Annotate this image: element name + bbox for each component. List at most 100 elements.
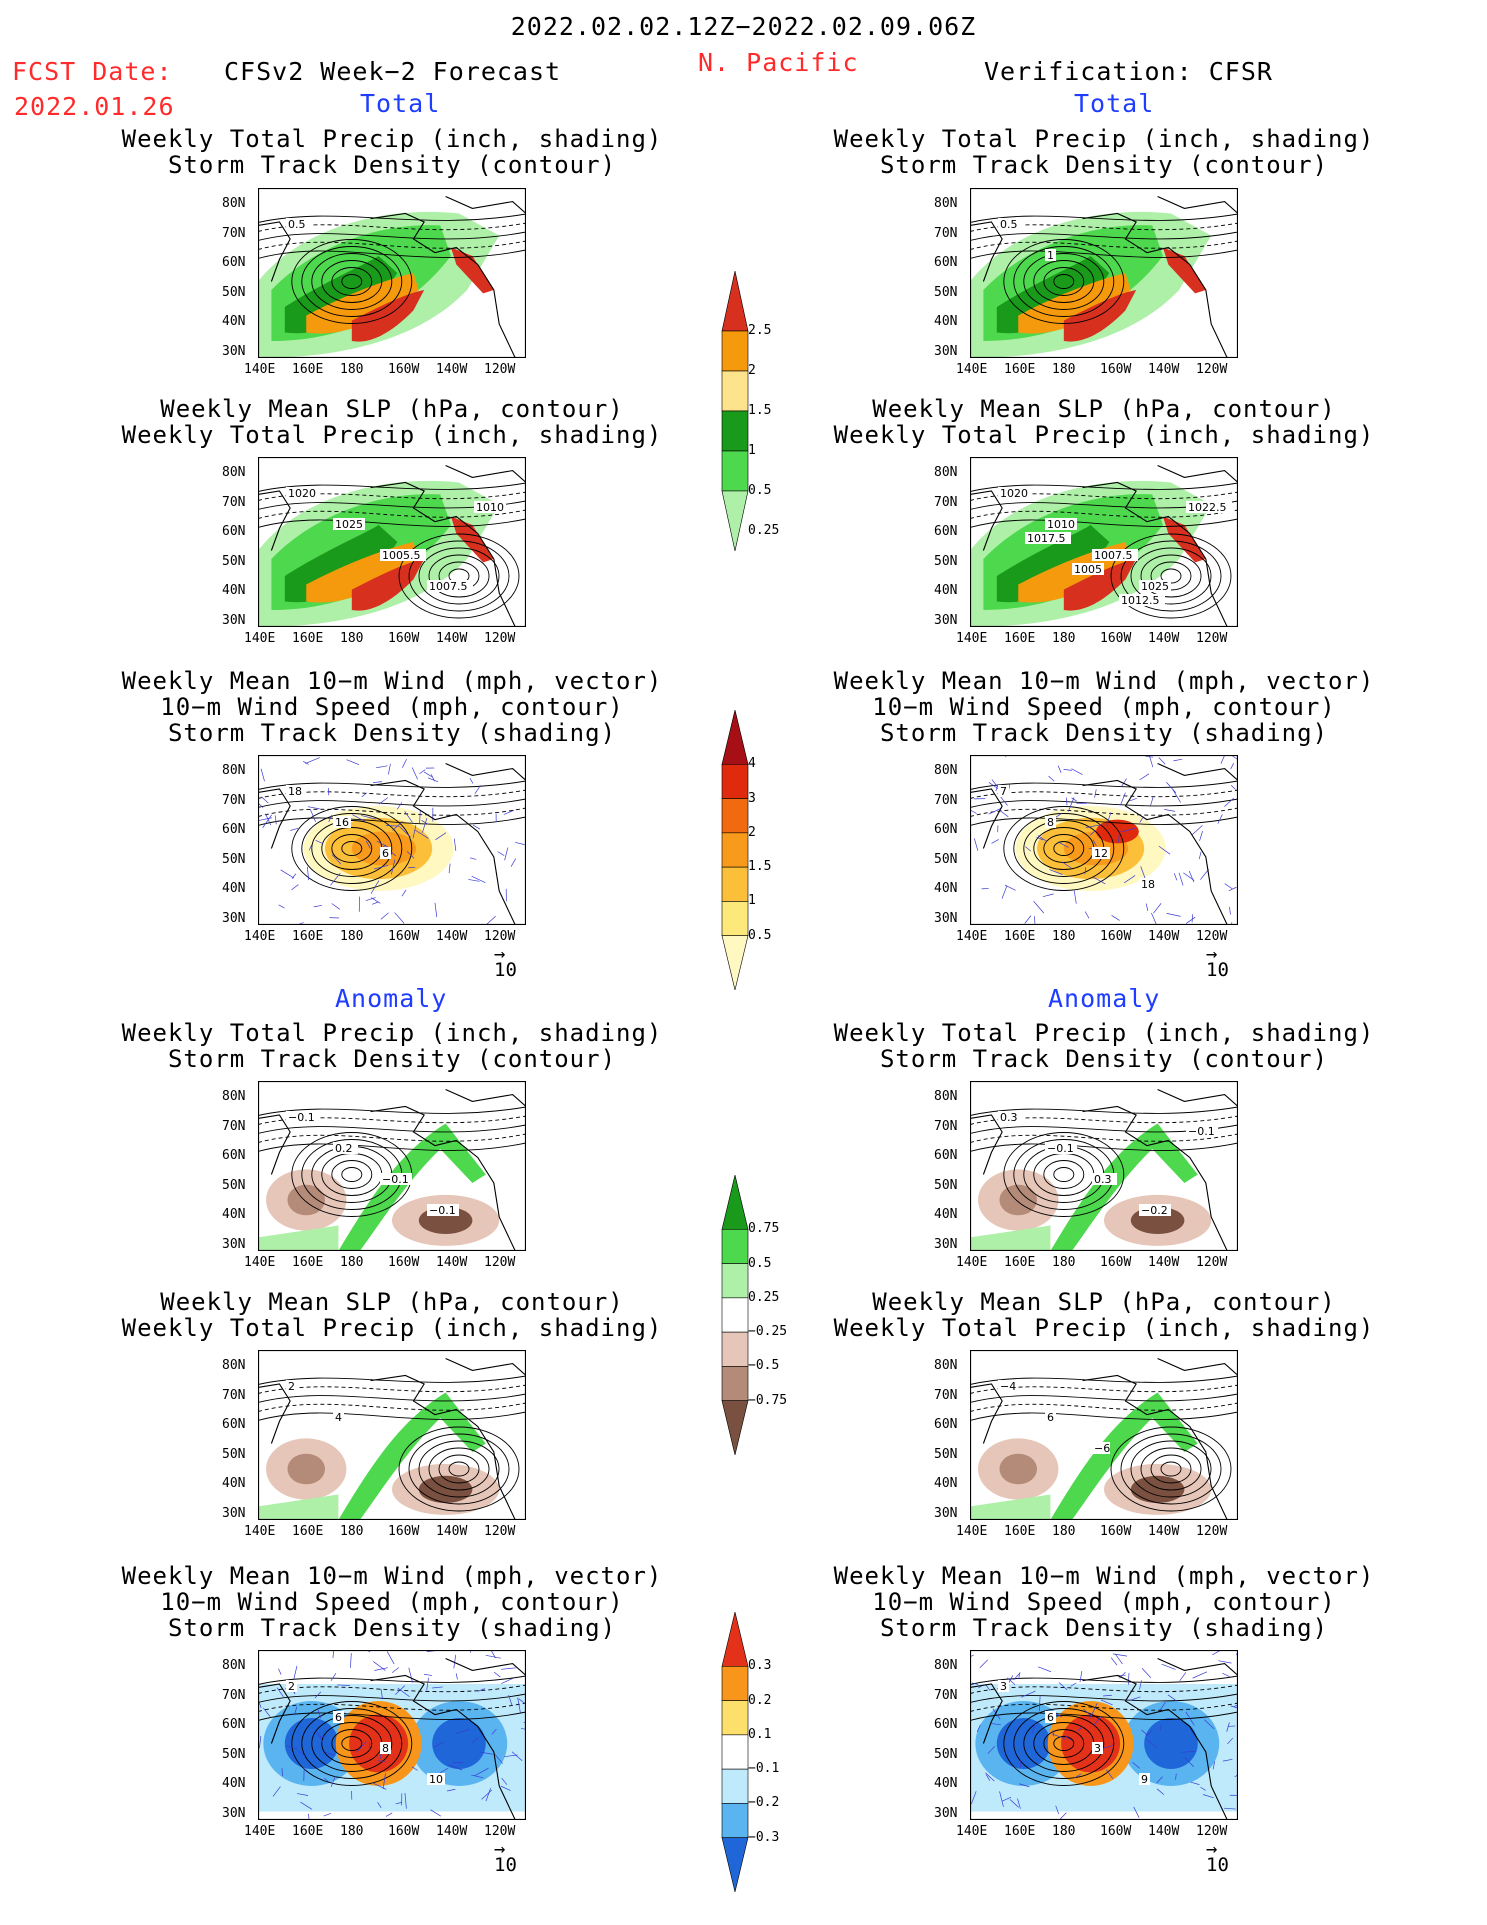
panel-title-line: Weekly Total Precip (inch, shading) bbox=[121, 1019, 663, 1047]
lon-tick-label: 120W bbox=[484, 1255, 516, 1270]
map-4-1: −4 6 −6 bbox=[970, 1350, 1238, 1520]
lon-tick-label: 140W bbox=[436, 1255, 468, 1270]
lon-tick-label: 140E bbox=[244, 631, 276, 646]
contour-label: 0.3 bbox=[998, 1111, 1023, 1124]
lat-tick-label: 50N bbox=[222, 1446, 246, 1462]
lon-tick-label: 140E bbox=[956, 929, 988, 944]
contour-label: 1005 bbox=[1072, 563, 1104, 576]
lon-tick-label: 160W bbox=[1100, 362, 1132, 377]
lon-tick-label: 140E bbox=[956, 1524, 988, 1539]
map-5-1: 3 6 3 9 bbox=[970, 1650, 1238, 1820]
lat-tick-label: 70N bbox=[222, 792, 246, 808]
lat-tick-label: 60N bbox=[934, 1148, 958, 1163]
svg-text:−0.1: −0.1 bbox=[1047, 1142, 1074, 1155]
panel-title-line: Weekly Mean SLP (hPa, contour) bbox=[872, 1288, 1336, 1316]
vector-reference-value: 10 bbox=[1206, 959, 1229, 981]
contour-label: 1010 bbox=[1045, 518, 1077, 531]
lon-tick-label: 140E bbox=[244, 1524, 276, 1539]
contour-label: 9 bbox=[1139, 1773, 1150, 1786]
contour-label: −0.1 bbox=[1186, 1125, 1218, 1138]
colorbar-tick-label: 3 bbox=[748, 790, 756, 806]
svg-text:0.3: 0.3 bbox=[1000, 1111, 1018, 1124]
contour-label: 1005.5 bbox=[380, 549, 426, 562]
panel-title-5-1: Weekly Mean 10−m Wind (mph, vector) 10−m … bbox=[824, 1563, 1384, 1641]
forecast-anomaly-label: Anomaly bbox=[335, 984, 448, 1013]
lon-tick-label: 160E bbox=[1004, 1824, 1036, 1839]
lat-tick-label: 80N bbox=[222, 1089, 246, 1104]
lat-tick-label: 80N bbox=[222, 196, 246, 211]
panel-title-line: 10−m Wind Speed (mph, contour) bbox=[160, 693, 624, 721]
contour-label: 6 bbox=[1045, 1711, 1056, 1724]
lat-tick-label: 60N bbox=[222, 255, 246, 270]
colorbar-tick-label: −0.1 bbox=[748, 1761, 780, 1777]
lon-tick-label: 140E bbox=[244, 362, 276, 377]
colorbar-tick-label: 4 bbox=[748, 756, 756, 772]
lat-tick-label: 30N bbox=[222, 910, 246, 926]
lon-tick-label: 140W bbox=[436, 1824, 468, 1839]
svg-text:0.5: 0.5 bbox=[1000, 218, 1018, 231]
lat-tick-label: 50N bbox=[934, 851, 958, 867]
lon-tick-label: 120W bbox=[1196, 929, 1228, 944]
lat-tick-label: 60N bbox=[934, 822, 958, 837]
contour-label: 1025 bbox=[1139, 580, 1171, 593]
lat-tick-label: 70N bbox=[934, 494, 958, 510]
lat-tick-label: 50N bbox=[222, 851, 246, 867]
svg-text:4: 4 bbox=[335, 1411, 342, 1424]
lon-tick-label: 160E bbox=[292, 1824, 324, 1839]
lat-tick-label: 80N bbox=[934, 1658, 958, 1673]
lat-tick-label: 30N bbox=[934, 1805, 958, 1821]
svg-text:1010: 1010 bbox=[1047, 518, 1075, 531]
lat-tick-label: 70N bbox=[222, 225, 246, 241]
panel-title-line: Storm Track Density (contour) bbox=[879, 1045, 1329, 1073]
panel-title-4-1: Weekly Mean SLP (hPa, contour) Weekly Tot… bbox=[824, 1289, 1384, 1341]
lon-tick-label: 160W bbox=[1100, 1255, 1132, 1270]
contour-label: 3 bbox=[998, 1680, 1009, 1693]
contour-label: −4 bbox=[998, 1380, 1016, 1393]
lat-tick-label: 40N bbox=[934, 1476, 958, 1491]
contour-label: 0.2 bbox=[333, 1142, 358, 1155]
lon-tick-label: 160W bbox=[388, 362, 420, 377]
panel-title-line: Weekly Mean SLP (hPa, contour) bbox=[872, 395, 1336, 423]
lat-tick-label: 50N bbox=[934, 284, 958, 300]
lon-tick-label: 140W bbox=[1148, 1824, 1180, 1839]
panel-title-3-1: Weekly Total Precip (inch, shading) Storm… bbox=[824, 1020, 1384, 1072]
lat-tick-label: 60N bbox=[934, 1417, 958, 1432]
lon-tick-label: 160W bbox=[1100, 631, 1132, 646]
svg-text:12: 12 bbox=[1094, 847, 1108, 860]
panel-title-line: Weekly Mean SLP (hPa, contour) bbox=[160, 395, 624, 423]
panel-title-line: Weekly Total Precip (inch, shading) bbox=[121, 125, 663, 153]
lat-tick-label: 80N bbox=[934, 1358, 958, 1373]
panel-title-line: Weekly Mean 10−m Wind (mph, vector) bbox=[121, 1562, 663, 1590]
svg-text:0.2: 0.2 bbox=[335, 1142, 353, 1155]
panel-title-line: Storm Track Density (shading) bbox=[879, 1614, 1329, 1642]
svg-text:1020: 1020 bbox=[1000, 487, 1028, 500]
svg-text:−0.1: −0.1 bbox=[382, 1173, 409, 1186]
svg-text:1007.5: 1007.5 bbox=[429, 580, 468, 593]
lon-tick-label: 120W bbox=[1196, 631, 1228, 646]
map-1-1: 1020 1010 1007.5 1025 1022.5 1017.5 1005 1012.5 bbox=[970, 457, 1238, 627]
lat-tick-label: 40N bbox=[934, 314, 958, 329]
lon-tick-label: 180 bbox=[340, 631, 364, 646]
svg-text:−0.1: −0.1 bbox=[288, 1111, 315, 1124]
lon-tick-label: 120W bbox=[484, 1824, 516, 1839]
lat-tick-label: 60N bbox=[222, 1717, 246, 1732]
panel-title-line: Weekly Total Precip (inch, shading) bbox=[121, 1314, 663, 1342]
lon-tick-label: 120W bbox=[484, 1524, 516, 1539]
lon-tick-label: 180 bbox=[1052, 362, 1076, 377]
lat-tick-label: 50N bbox=[934, 1446, 958, 1462]
lon-tick-label: 120W bbox=[1196, 1524, 1228, 1539]
region-title: N. Pacific bbox=[698, 48, 859, 77]
lat-tick-label: 60N bbox=[222, 524, 246, 539]
svg-text:2: 2 bbox=[288, 1680, 295, 1693]
lon-tick-label: 140W bbox=[436, 362, 468, 377]
contour-label: −0.1 bbox=[1045, 1142, 1077, 1155]
lon-tick-label: 160W bbox=[388, 1255, 420, 1270]
colorbar-tick-label: 1 bbox=[748, 443, 756, 458]
lon-tick-label: 180 bbox=[340, 1255, 364, 1270]
verification-column-title: Verification: CFSR bbox=[984, 57, 1273, 86]
panel-title-line: Storm Track Density (contour) bbox=[879, 151, 1329, 179]
colorbar-tick-label: −0.5 bbox=[748, 1358, 780, 1374]
lon-tick-label: 140W bbox=[1148, 1524, 1180, 1539]
panel-title-5-0: Weekly Mean 10−m Wind (mph, vector) 10−m … bbox=[112, 1563, 672, 1641]
contour-label: 1020 bbox=[286, 487, 318, 500]
